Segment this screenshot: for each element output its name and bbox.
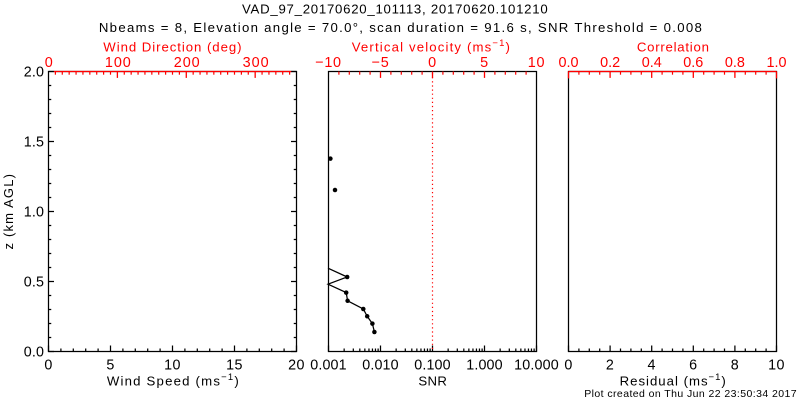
svg-text:1.5: 1.5 xyxy=(24,135,44,151)
svg-text:z (km AGL): z (km AGL) xyxy=(1,173,16,250)
svg-text:0.5: 0.5 xyxy=(24,275,44,291)
svg-text:Wind Speed (ms−1): Wind Speed (ms−1) xyxy=(107,372,240,388)
svg-text:2: 2 xyxy=(606,358,614,374)
svg-text:0: 0 xyxy=(564,358,572,374)
svg-text:Residual (ms−1): Residual (ms−1) xyxy=(620,372,727,388)
svg-text:0.010: 0.010 xyxy=(362,358,399,374)
svg-text:15: 15 xyxy=(226,358,243,374)
svg-text:100: 100 xyxy=(105,55,132,71)
svg-text:1.0: 1.0 xyxy=(766,55,786,71)
svg-text:8: 8 xyxy=(731,358,739,374)
svg-text:2.0: 2.0 xyxy=(24,65,44,81)
svg-text:10: 10 xyxy=(528,55,545,71)
svg-text:0: 0 xyxy=(44,358,52,374)
svg-text:Plot created on Thu Jun 22 23:: Plot created on Thu Jun 22 23:50:34 2017 xyxy=(584,388,797,400)
svg-text:0.8: 0.8 xyxy=(725,55,745,71)
svg-text:300: 300 xyxy=(243,55,270,71)
svg-text:Correlation: Correlation xyxy=(637,40,710,55)
svg-text:−5: −5 xyxy=(372,55,390,71)
svg-text:VAD_97_20170620_101113, 201706: VAD_97_20170620_101113, 20170620.101210 xyxy=(242,2,548,17)
svg-text:−10: −10 xyxy=(315,55,342,71)
svg-text:0.0: 0.0 xyxy=(558,55,578,71)
svg-text:0.4: 0.4 xyxy=(642,55,662,71)
svg-text:20: 20 xyxy=(288,358,305,374)
svg-text:0.2: 0.2 xyxy=(600,55,620,71)
svg-text:Nbeams = 8, Elevation angle =: Nbeams = 8, Elevation angle = 70.0°, sca… xyxy=(99,20,703,35)
svg-text:10.000: 10.000 xyxy=(514,358,559,374)
svg-text:0: 0 xyxy=(45,55,54,71)
svg-text:SNR: SNR xyxy=(418,373,447,388)
svg-text:0.6: 0.6 xyxy=(683,55,703,71)
svg-text:Vertical velocity (ms−1): Vertical velocity (ms−1) xyxy=(352,38,511,54)
svg-text:0.0: 0.0 xyxy=(24,345,44,361)
svg-text:10: 10 xyxy=(164,358,181,374)
svg-text:200: 200 xyxy=(174,55,201,71)
svg-text:6: 6 xyxy=(689,358,697,374)
svg-text:5: 5 xyxy=(480,55,489,71)
svg-text:5: 5 xyxy=(106,358,114,374)
svg-text:0.100: 0.100 xyxy=(414,358,451,374)
svg-text:Wind Direction (deg): Wind Direction (deg) xyxy=(103,40,242,55)
svg-text:0.001: 0.001 xyxy=(310,358,347,374)
svg-text:0: 0 xyxy=(428,55,437,71)
svg-text:1.0: 1.0 xyxy=(24,205,44,221)
svg-text:10: 10 xyxy=(768,358,785,374)
svg-text:1.000: 1.000 xyxy=(466,358,503,374)
svg-text:4: 4 xyxy=(648,358,656,374)
